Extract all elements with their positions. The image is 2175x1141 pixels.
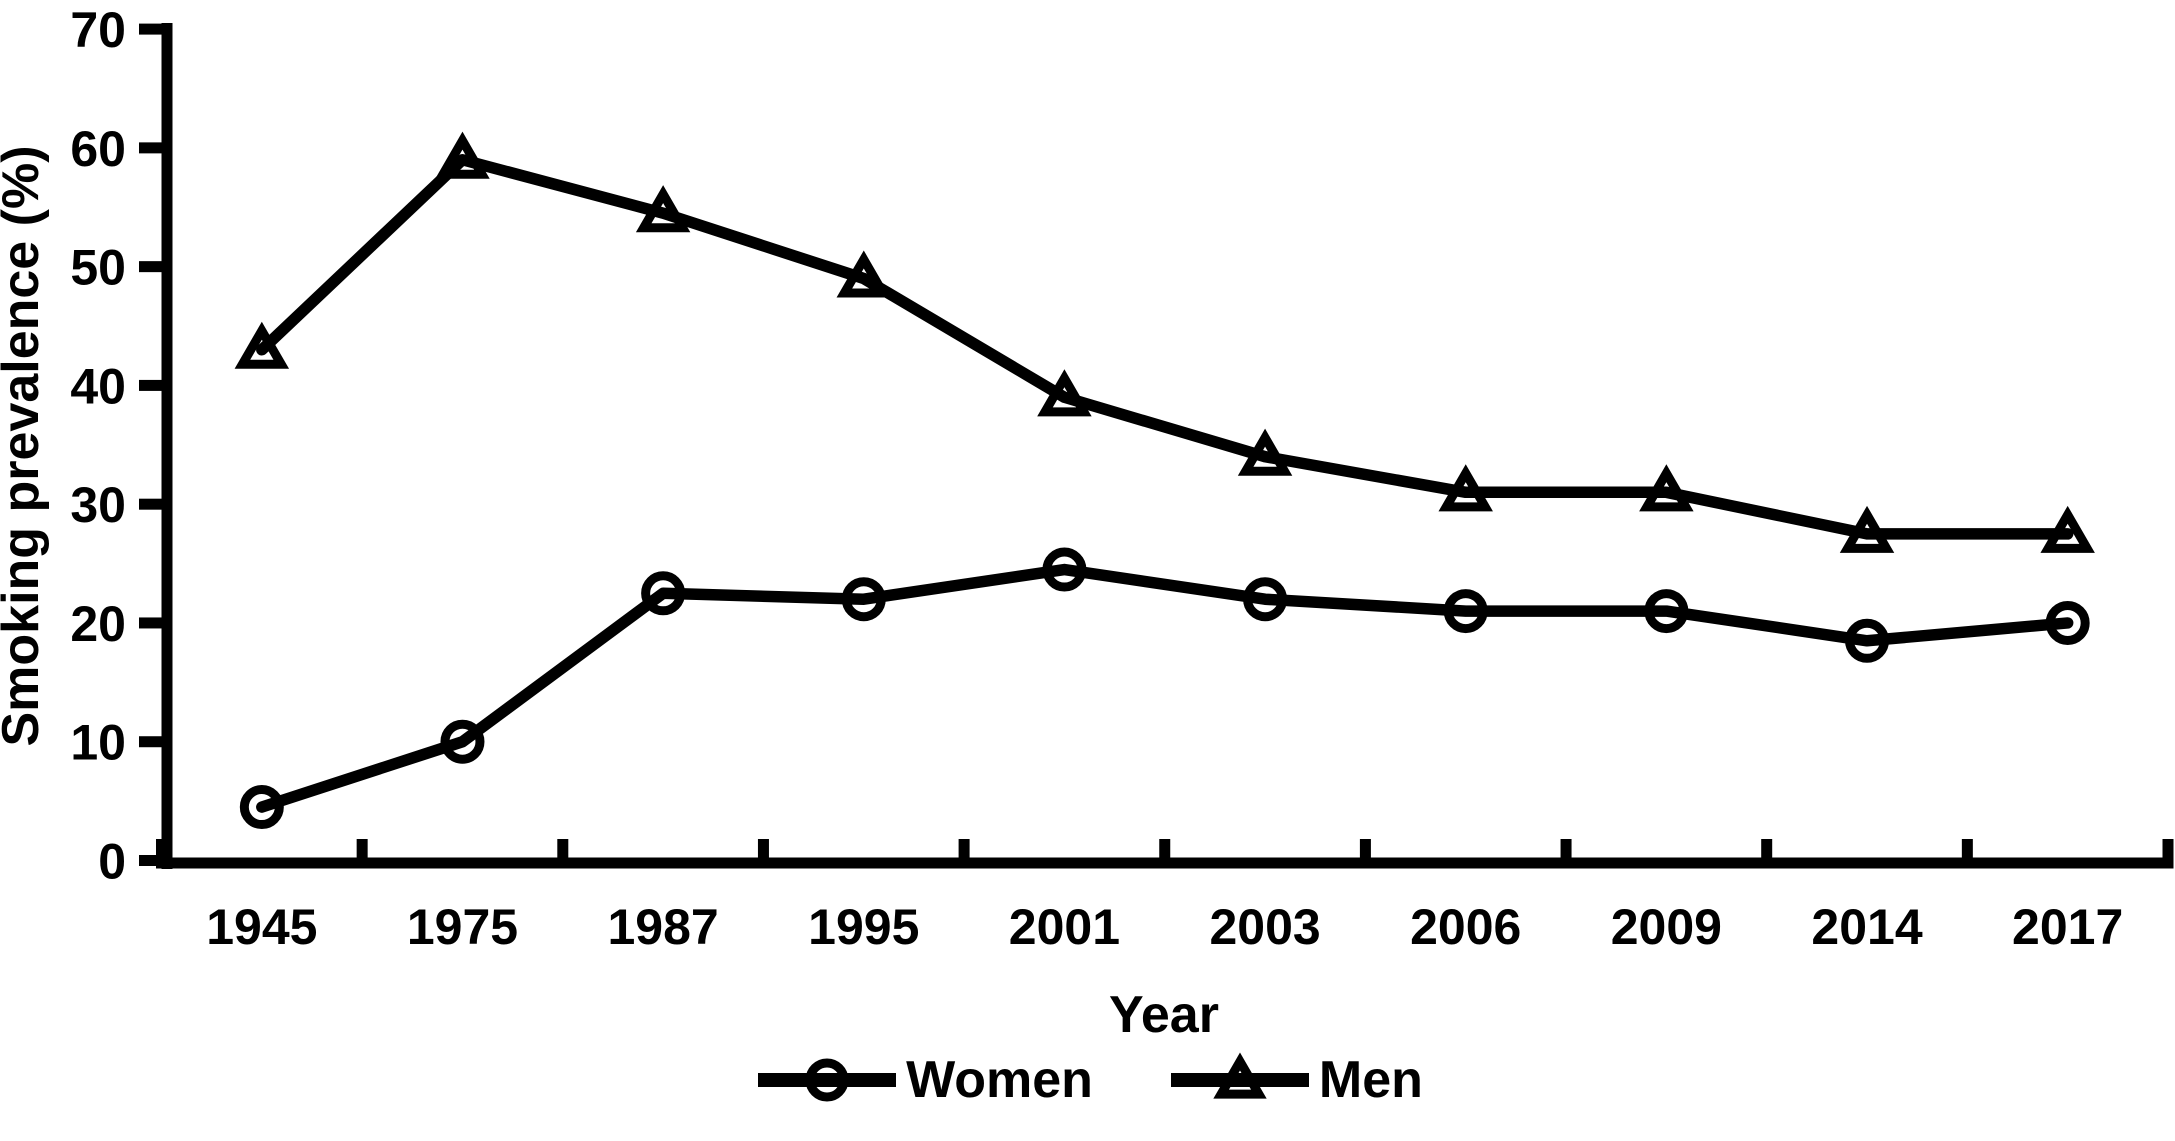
svg-text:40: 40: [70, 358, 126, 414]
svg-text:2001: 2001: [1009, 899, 1120, 955]
svg-text:1987: 1987: [608, 899, 719, 955]
y-axis-line: [161, 23, 173, 869]
legend-item-women: Women: [752, 1052, 1093, 1108]
data-series: [234, 131, 2095, 830]
y-axis-title: Smoking prevalence (%): [0, 145, 50, 746]
svg-text:50: 50: [70, 240, 126, 296]
svg-text:20: 20: [70, 596, 126, 652]
svg-text:2003: 2003: [1209, 899, 1320, 955]
circle-marker-line-icon: [758, 1058, 897, 1102]
svg-text:2014: 2014: [1811, 899, 1922, 955]
x-axis-title: Year: [1109, 986, 1219, 1044]
svg-text:2009: 2009: [1611, 899, 1722, 955]
legend: Women Men: [0, 1052, 2175, 1108]
svg-text:1995: 1995: [808, 899, 919, 955]
svg-text:0: 0: [98, 834, 126, 890]
svg-text:1945: 1945: [206, 899, 317, 955]
svg-text:2006: 2006: [1410, 899, 1521, 955]
svg-text:70: 70: [70, 2, 126, 58]
y-axis-ticks: 0 10 20 30 40 50 60 70: [70, 2, 167, 890]
x-axis-ticks: 1945 1975 1987 1995 2001 2003 2006 2009 2014 2017: [156, 839, 2174, 955]
svg-text:10: 10: [70, 715, 126, 771]
legend-item-men: Men: [1165, 1052, 1423, 1108]
svg-text:60: 60: [70, 121, 126, 177]
legend-label-women: Women: [906, 1051, 1093, 1109]
legend-label-men: Men: [1318, 1051, 1423, 1109]
triangle-marker-line-icon: [1170, 1052, 1309, 1099]
svg-text:30: 30: [70, 477, 126, 533]
svg-text:2017: 2017: [2012, 899, 2123, 955]
svg-text:1975: 1975: [407, 899, 518, 955]
